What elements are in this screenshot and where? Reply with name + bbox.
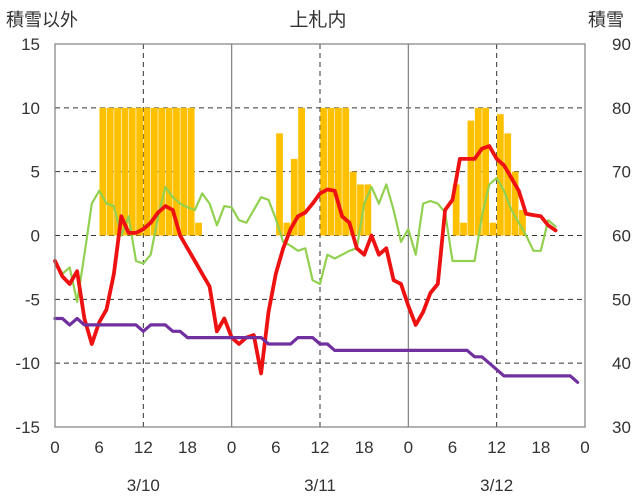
series-green-line — [53, 176, 557, 303]
x-tick-label: 6 — [271, 438, 280, 457]
y-right-tick-label: 70 — [612, 163, 631, 182]
snow-bar — [349, 171, 357, 236]
snow-bar — [106, 107, 114, 236]
snow-bar — [283, 222, 291, 236]
snow-bar — [114, 107, 121, 236]
snow-bar — [504, 133, 512, 236]
x-tick-label: 0 — [580, 438, 589, 457]
x-tick-label: 0 — [50, 438, 59, 457]
x-tick-label: 18 — [178, 438, 197, 457]
snow-bar — [150, 107, 158, 236]
snow-bar — [357, 184, 364, 236]
x-tick-label: 0 — [404, 438, 413, 457]
snow-depth-bars — [99, 107, 526, 236]
y-left-tick-label: 10 — [21, 99, 40, 118]
line-series — [53, 144, 580, 384]
snow-bar — [290, 158, 298, 236]
series-red-line — [53, 144, 558, 376]
snow-bar — [128, 107, 136, 236]
plot-frame — [54, 43, 586, 428]
snow-bar — [327, 107, 335, 236]
x-tick-label: 18 — [355, 438, 374, 457]
snow-bar — [467, 120, 475, 236]
snow-bar — [121, 107, 129, 236]
snow-bar — [511, 171, 519, 236]
y-left-tick-label: 5 — [31, 163, 40, 182]
series-purple-line — [53, 316, 580, 384]
day-label: 3/10 — [127, 476, 160, 495]
snow-bar — [298, 107, 305, 236]
snow-bar — [482, 107, 490, 236]
day-label: 3/12 — [480, 476, 513, 495]
snow-bar — [519, 209, 526, 236]
snow-bar — [158, 107, 166, 236]
y-left-tick-label: -10 — [15, 354, 40, 373]
left-axis-title: 積雪以外 — [6, 10, 78, 30]
x-tick-label: 12 — [487, 438, 506, 457]
snow-bar — [364, 184, 372, 236]
x-tick-label: 0 — [227, 438, 236, 457]
y-right-tick-label: 50 — [612, 290, 631, 309]
chart-title: 上札内 — [289, 9, 346, 31]
y-right-tick-label: 40 — [612, 354, 631, 373]
y-left-tick-label: 0 — [31, 227, 40, 246]
right-axis-title: 積雪 — [588, 10, 624, 30]
snow-bar — [335, 107, 342, 236]
y-left-tick-label: 15 — [21, 35, 40, 54]
snow-bar — [452, 184, 460, 236]
snow-bar — [474, 107, 482, 236]
y-right-tick-label: 90 — [612, 35, 631, 54]
snow-bar — [320, 107, 328, 236]
snow-bar — [187, 107, 195, 236]
snow-bar — [460, 222, 467, 236]
x-tick-label: 12 — [311, 438, 330, 457]
snow-bar — [342, 107, 350, 236]
grid — [55, 44, 585, 427]
y-right-tick-label: 80 — [612, 99, 631, 118]
snow-bar — [276, 133, 283, 236]
snow-bar — [99, 107, 107, 236]
x-tick-label: 6 — [94, 438, 103, 457]
y-left-tick-label: -15 — [15, 418, 40, 437]
snow-bar — [180, 107, 188, 236]
x-tick-label: 18 — [531, 438, 550, 457]
snow-bar — [165, 107, 173, 236]
snow-bar — [496, 114, 504, 236]
x-tick-label: 6 — [448, 438, 457, 457]
snow-bar — [143, 107, 151, 236]
x-tick-label: 12 — [134, 438, 153, 457]
y-right-tick-label: 60 — [612, 227, 631, 246]
snow-bar — [173, 107, 180, 236]
y-left-tick-label: -5 — [25, 290, 40, 309]
snow-bar — [489, 222, 497, 236]
snow-bar — [195, 222, 202, 236]
y-right-tick-label: 30 — [612, 418, 631, 437]
snow-bar — [136, 107, 144, 236]
day-label: 3/11 — [304, 476, 336, 495]
